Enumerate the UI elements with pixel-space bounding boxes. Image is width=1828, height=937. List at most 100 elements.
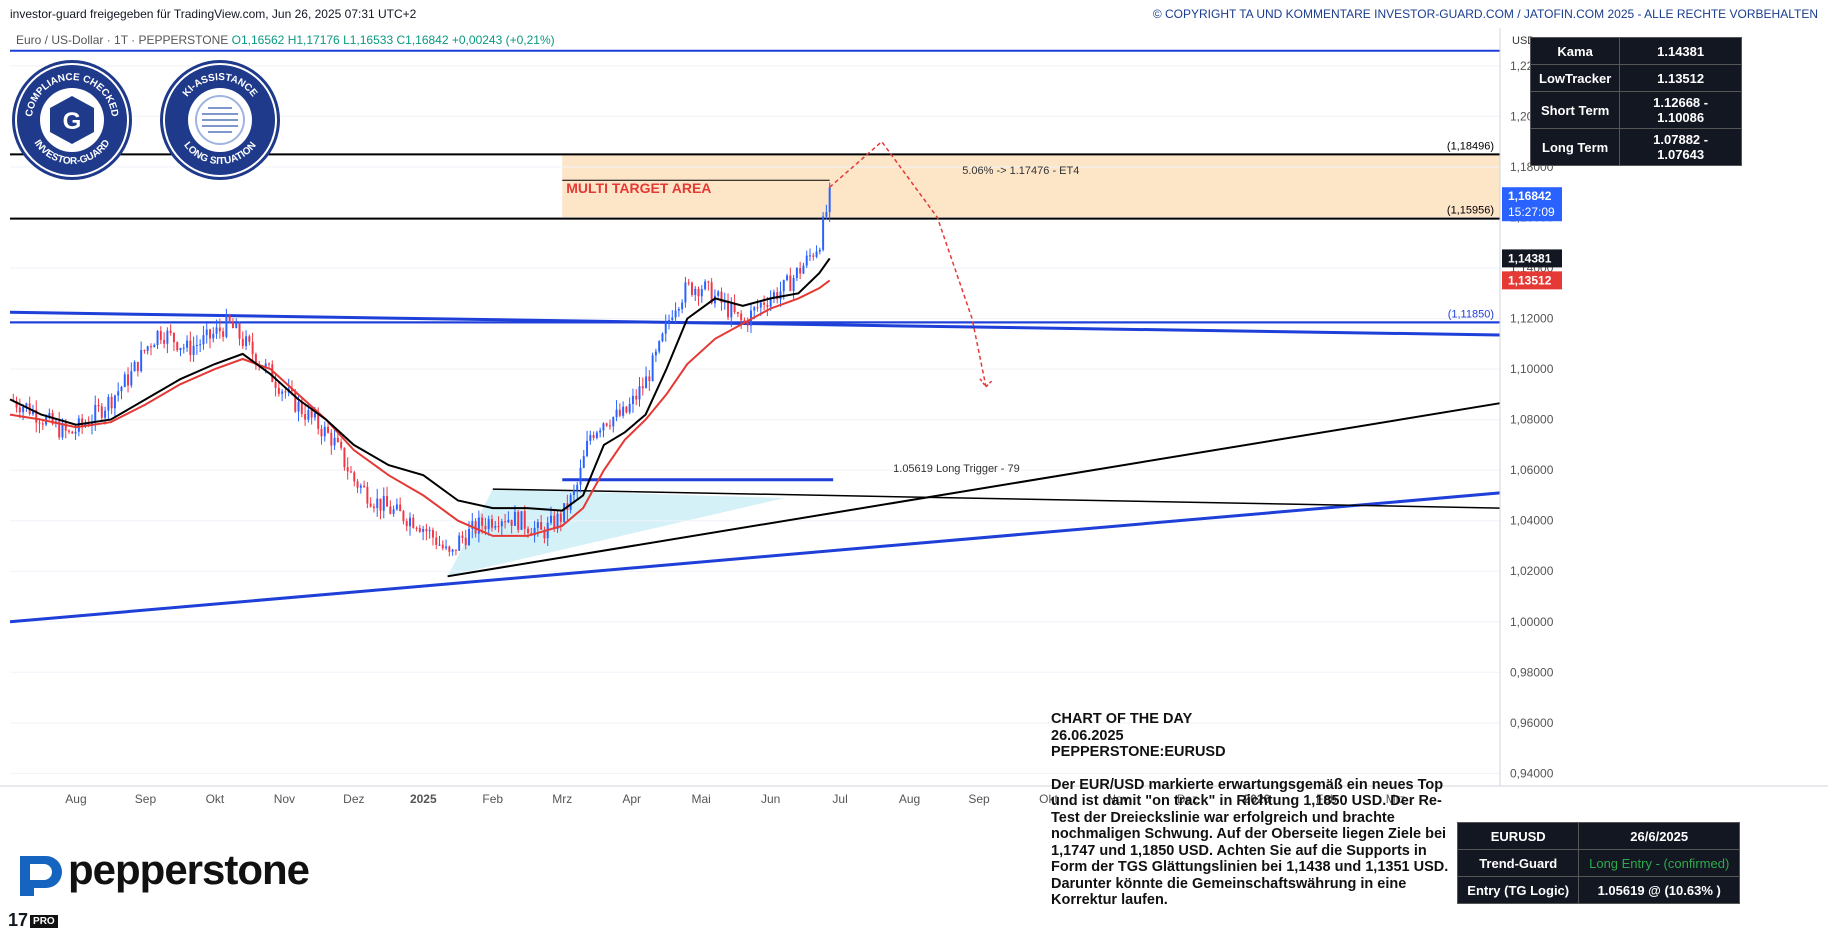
candle-body	[720, 291, 723, 303]
y-tick-label: 0,98000	[1510, 665, 1554, 679]
candle-body	[599, 430, 602, 433]
candle-body	[251, 341, 254, 355]
price-label-box	[1502, 249, 1562, 268]
candle-body	[763, 302, 766, 305]
indicator-table: Kama 1.14381 LowTracker 1.13512 Short Term…	[1529, 37, 1742, 166]
candle-body	[674, 310, 677, 318]
y-tick-label: 1,12000	[1510, 312, 1554, 326]
table-row: Entry (TG Logic) 1.05619 @ (10.63% )	[1456, 876, 1740, 904]
candle-body	[310, 410, 313, 418]
candle-body	[172, 332, 175, 343]
candle-body	[510, 519, 513, 526]
candle-body	[402, 511, 405, 522]
candle-body	[313, 412, 316, 418]
candle-body	[94, 404, 97, 423]
trendline	[492, 488, 1501, 509]
candle-body	[625, 406, 628, 413]
y-tick-label: 0,94000	[1510, 766, 1554, 780]
candle-body	[802, 265, 805, 274]
candle-body	[274, 381, 277, 388]
candle-body	[307, 410, 310, 420]
candle-body	[41, 423, 44, 425]
x-tick-label: Mrz	[1386, 792, 1406, 806]
candle-body	[195, 344, 198, 346]
symbol-legend[interactable]: Euro / US-Dollar · 1T · PEPPERSTONE O1,1…	[16, 33, 555, 47]
candle-body	[490, 519, 493, 528]
candle-body	[628, 404, 631, 413]
candle-body	[523, 511, 526, 529]
y-tick-label: 1,06000	[1510, 463, 1554, 477]
candle-body	[340, 441, 343, 448]
candle-body	[323, 426, 326, 437]
row-value: 26/6/2025	[1578, 822, 1740, 850]
projection-arrow	[829, 140, 987, 387]
candle-body	[182, 347, 185, 349]
candle-body	[694, 288, 697, 296]
tradingview-logo: 17 PRO	[8, 910, 58, 931]
candle-body	[618, 409, 621, 416]
x-tick-label: Mrz	[552, 792, 572, 806]
candle-body	[805, 255, 808, 266]
target-label: 5.06% -> 1.17476 - ET4	[962, 165, 1079, 177]
candle-body	[507, 519, 510, 523]
broker-logo-text: pepperstone	[68, 846, 310, 893]
candle-body	[231, 321, 234, 329]
candle-body	[612, 417, 615, 427]
candle-body	[235, 323, 238, 329]
candle-body	[117, 391, 120, 396]
top-bar: investor-guard freigegeben für TradingVi…	[0, 0, 1828, 28]
candle-body	[756, 307, 759, 309]
candle-body	[438, 544, 441, 546]
table-row: LowTracker 1.13512	[1529, 64, 1742, 92]
candle-body	[350, 471, 352, 473]
x-tick-label: Jun	[761, 792, 780, 806]
candle-body	[615, 409, 618, 418]
candle-body	[681, 302, 684, 310]
candle-body	[123, 374, 126, 388]
candle-body	[520, 511, 523, 530]
target-area-label: MULTI TARGET AREA	[566, 180, 711, 196]
candle-body	[602, 423, 605, 431]
candle-body	[586, 440, 589, 457]
comment-body: Der EUR/USD markierte erwartungsgemäß ei…	[1051, 776, 1449, 909]
y-tick-label: 1,08000	[1510, 413, 1554, 427]
candle-body	[569, 495, 572, 511]
copyright-note: © COPYRIGHT TA UND KOMMENTARE INVESTOR-G…	[1152, 7, 1818, 21]
candle-body	[677, 309, 680, 311]
candle-body	[576, 484, 579, 491]
candle-body	[353, 472, 356, 482]
candle-body	[107, 396, 110, 411]
candle-body	[435, 537, 438, 545]
candle-body	[268, 363, 271, 365]
candle-body	[743, 320, 746, 322]
currency-label: USD	[1512, 35, 1535, 47]
candle-body	[431, 530, 434, 538]
candle-body	[35, 409, 38, 423]
price-label: 1,13512	[1508, 273, 1552, 287]
candle-body	[143, 350, 146, 352]
kama-line	[9, 257, 831, 512]
candle-body	[461, 535, 464, 538]
y-tick-label: 1,10000	[1510, 362, 1554, 376]
candle-body	[609, 425, 611, 427]
candle-body	[533, 527, 536, 536]
candle-body	[71, 431, 74, 434]
candle-body	[635, 395, 638, 400]
candle-body	[146, 346, 149, 351]
candle-body	[330, 432, 333, 446]
candle-body	[454, 549, 457, 551]
row-label: EURUSD	[1456, 822, 1580, 850]
x-tick-label: Aug	[65, 792, 86, 806]
y-tick-label: 0,96000	[1510, 716, 1554, 730]
chart-axes: 0,94000 0,96000 0,98000 1,00000 1,02000 1,040…	[0, 28, 1828, 806]
candle-body	[176, 342, 179, 351]
x-tick-label: Aug	[899, 792, 920, 806]
candle-body	[799, 268, 802, 274]
candle-body	[18, 407, 21, 413]
price-chart[interactable]: (1,18496) (1,15956) (1,11850) 5.06% -> 1.17…	[0, 28, 1828, 937]
candle-body	[661, 333, 664, 342]
candle-body	[238, 323, 241, 339]
candle-body	[136, 361, 139, 372]
candle-body	[336, 437, 339, 442]
candle-body	[163, 339, 166, 344]
